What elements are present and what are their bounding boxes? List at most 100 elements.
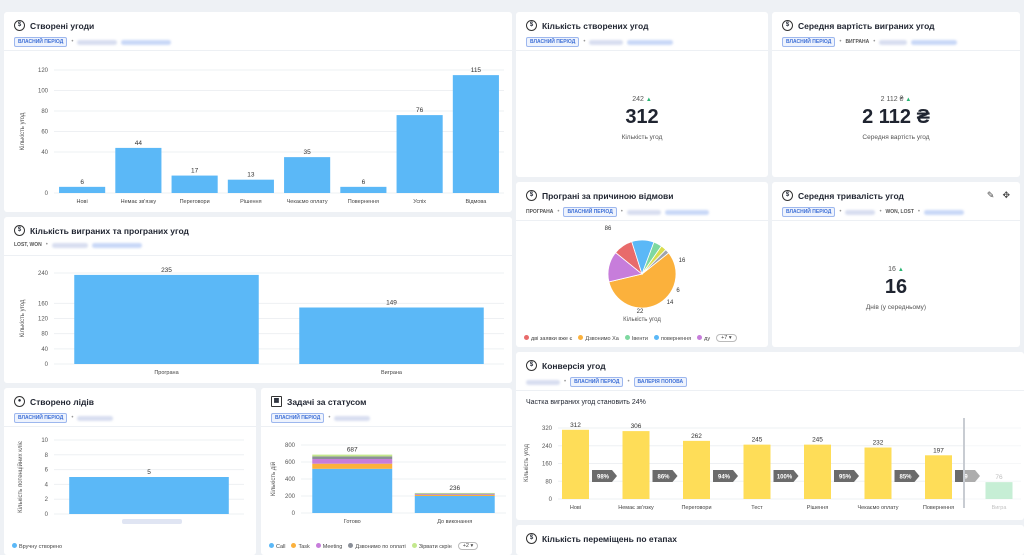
dot-separator: • [839,209,842,215]
trend-up-icon: ▲ [897,267,904,273]
card-leads: ● Створено лідів ВЛАСНИЙ ПЕРІОД • 0 2 4 6 8 1… [4,388,256,555]
data-label: 35 [304,149,312,156]
period-tag[interactable]: ВЛАСНИЙ ПЕРІОД [271,413,325,423]
x-tick-label: Виграна [381,370,403,376]
bar [452,75,499,193]
legend-item[interactable]: Meeting [315,542,342,550]
legend-more-button[interactable]: +7 ▾ [716,334,737,342]
pie-slice [608,252,677,309]
status-filter[interactable]: LOST, WON [14,242,42,248]
blurred-date [879,39,908,45]
legend-more-button[interactable]: +2 ▾ [457,542,479,550]
legend-item[interactable]: Зірвати скрін [411,542,452,550]
data-label: 44 [135,140,143,147]
legend-item[interactable]: Дзвонимо по оплаті [348,542,406,550]
bar [985,482,1013,499]
legend-item[interactable]: повернення [653,334,691,342]
chart-legend: дві заявки вже є Дзвонимо Ха Івенти поверне… [524,334,737,342]
card-title: $ Конверсія угод [526,360,606,371]
legend-item[interactable]: Дзвонимо Ха [578,334,619,342]
bar [562,429,589,499]
status-filter[interactable]: ПРОГРАНА [526,209,554,215]
card-title-text: Кількість створених угод [542,20,649,31]
legend-label: Вручну створено [19,544,62,550]
kpi-previous-value: 2 112 ₴ [880,96,904,103]
blurred-date [589,39,624,45]
x-tick-label: Вигра [992,505,1008,511]
data-label: 245 [812,437,823,444]
leads-chart: 0 2 4 6 8 10 Кількість потенційних кліє 5 [17,438,244,524]
period-tag[interactable]: ВЛАСНИЙ ПЕРІОД [563,207,617,217]
y-tick-label: 40 [41,150,48,156]
bar [59,186,106,193]
card-title: ▦ Задачі за статусом [271,396,366,407]
data-label: 306 [631,423,642,430]
blurred-user-tag [911,39,958,45]
data-label: 76 [416,107,424,114]
y-tick-label: 160 [542,462,553,468]
legend-item[interactable]: ду [697,334,710,342]
period-tag[interactable]: ВЛАСНИЙ ПЕРІОД [570,377,624,387]
won-lost-chart: 0 40 80 120 160 240 Кількість угод 235 Програна 1… [20,267,504,376]
bar-segment [414,493,495,495]
conversion-chart: 0 80 160 240 320 Кількість угод 312 Нові 306 Нема… [524,418,1024,520]
data-label: 115 [471,67,482,74]
bar-segment [312,454,393,457]
x-tick-label: Немає зв'язку [121,199,157,205]
divider [516,50,768,51]
y-tick-label: 80 [41,332,48,338]
period-tag[interactable]: ВЛАСНИЙ ПЕРІОД [14,413,68,423]
conversion-arrow [834,470,859,482]
data-label: 235 [161,267,172,274]
trend-up-icon: ▲ [645,97,652,103]
status-filter[interactable]: ВИГРАНА [845,39,870,45]
y-tick-label: 240 [38,271,49,277]
card-title-text: Конверсія угод [542,360,606,371]
y-tick-label: 200 [285,494,296,500]
legend-item[interactable]: Call [269,542,286,550]
lost-reasons-pie: 86 16 614 22 Кількість угод [605,226,686,323]
dot-separator: • [583,39,586,45]
legend-item[interactable]: Вручну створено [12,543,62,550]
x-tick-label: Переговори [681,505,711,511]
dollar-icon: $ [526,533,537,544]
period-tag[interactable]: ВЛАСНИЙ ПЕРІОД [526,37,580,47]
legend-item[interactable]: Івенти [624,334,648,342]
card-title-text: Створено лідів [30,396,94,407]
legend-swatch [348,542,354,548]
owner-tag[interactable]: ВАЛЕРІЯ ПОПОВА [633,377,688,387]
dollar-icon: $ [526,20,537,31]
y-tick-label: 120 [38,317,49,323]
data-label: 262 [691,433,702,440]
card-actions: ✎ ✥ [987,190,1010,201]
edit-icon[interactable]: ✎ [986,190,995,200]
blurred-user-tag [91,242,142,248]
y-tick-label: 600 [285,460,296,466]
data-label: 245 [752,437,763,444]
blurred-date [626,209,661,215]
data-label: 13 [247,172,255,179]
legend-swatch [624,334,630,340]
pie-slice [641,249,670,275]
blurred-date [51,242,88,248]
status-filter[interactable]: WON, LOST [885,209,914,215]
dollar-icon: $ [526,190,537,201]
move-icon[interactable]: ✥ [1002,190,1010,200]
period-tag[interactable]: ВЛАСНИЙ ПЕРІОД [14,37,68,47]
x-tick-label: Нові [570,505,581,511]
legend-swatch [524,334,529,340]
bar-segment [414,494,495,496]
data-label: 17 [191,168,199,175]
card-title: ● Створено лідів [14,396,94,407]
legend-label: Дзвонимо по оплаті [355,543,406,550]
trend-up-icon: ▲ [905,97,912,103]
dot-separator: • [620,209,623,215]
legend-item[interactable]: Task [291,542,310,550]
period-tag[interactable]: ВЛАСНИЙ ПЕРІОД [782,37,836,47]
legend-label: Call [276,543,286,550]
dot-separator: • [564,379,567,385]
legend-item[interactable]: дві заявки вже є [524,334,572,342]
data-label: 16 [679,258,686,264]
period-tag[interactable]: ВЛАСНИЙ ПЕРІОД [782,207,836,217]
bar [115,147,162,193]
